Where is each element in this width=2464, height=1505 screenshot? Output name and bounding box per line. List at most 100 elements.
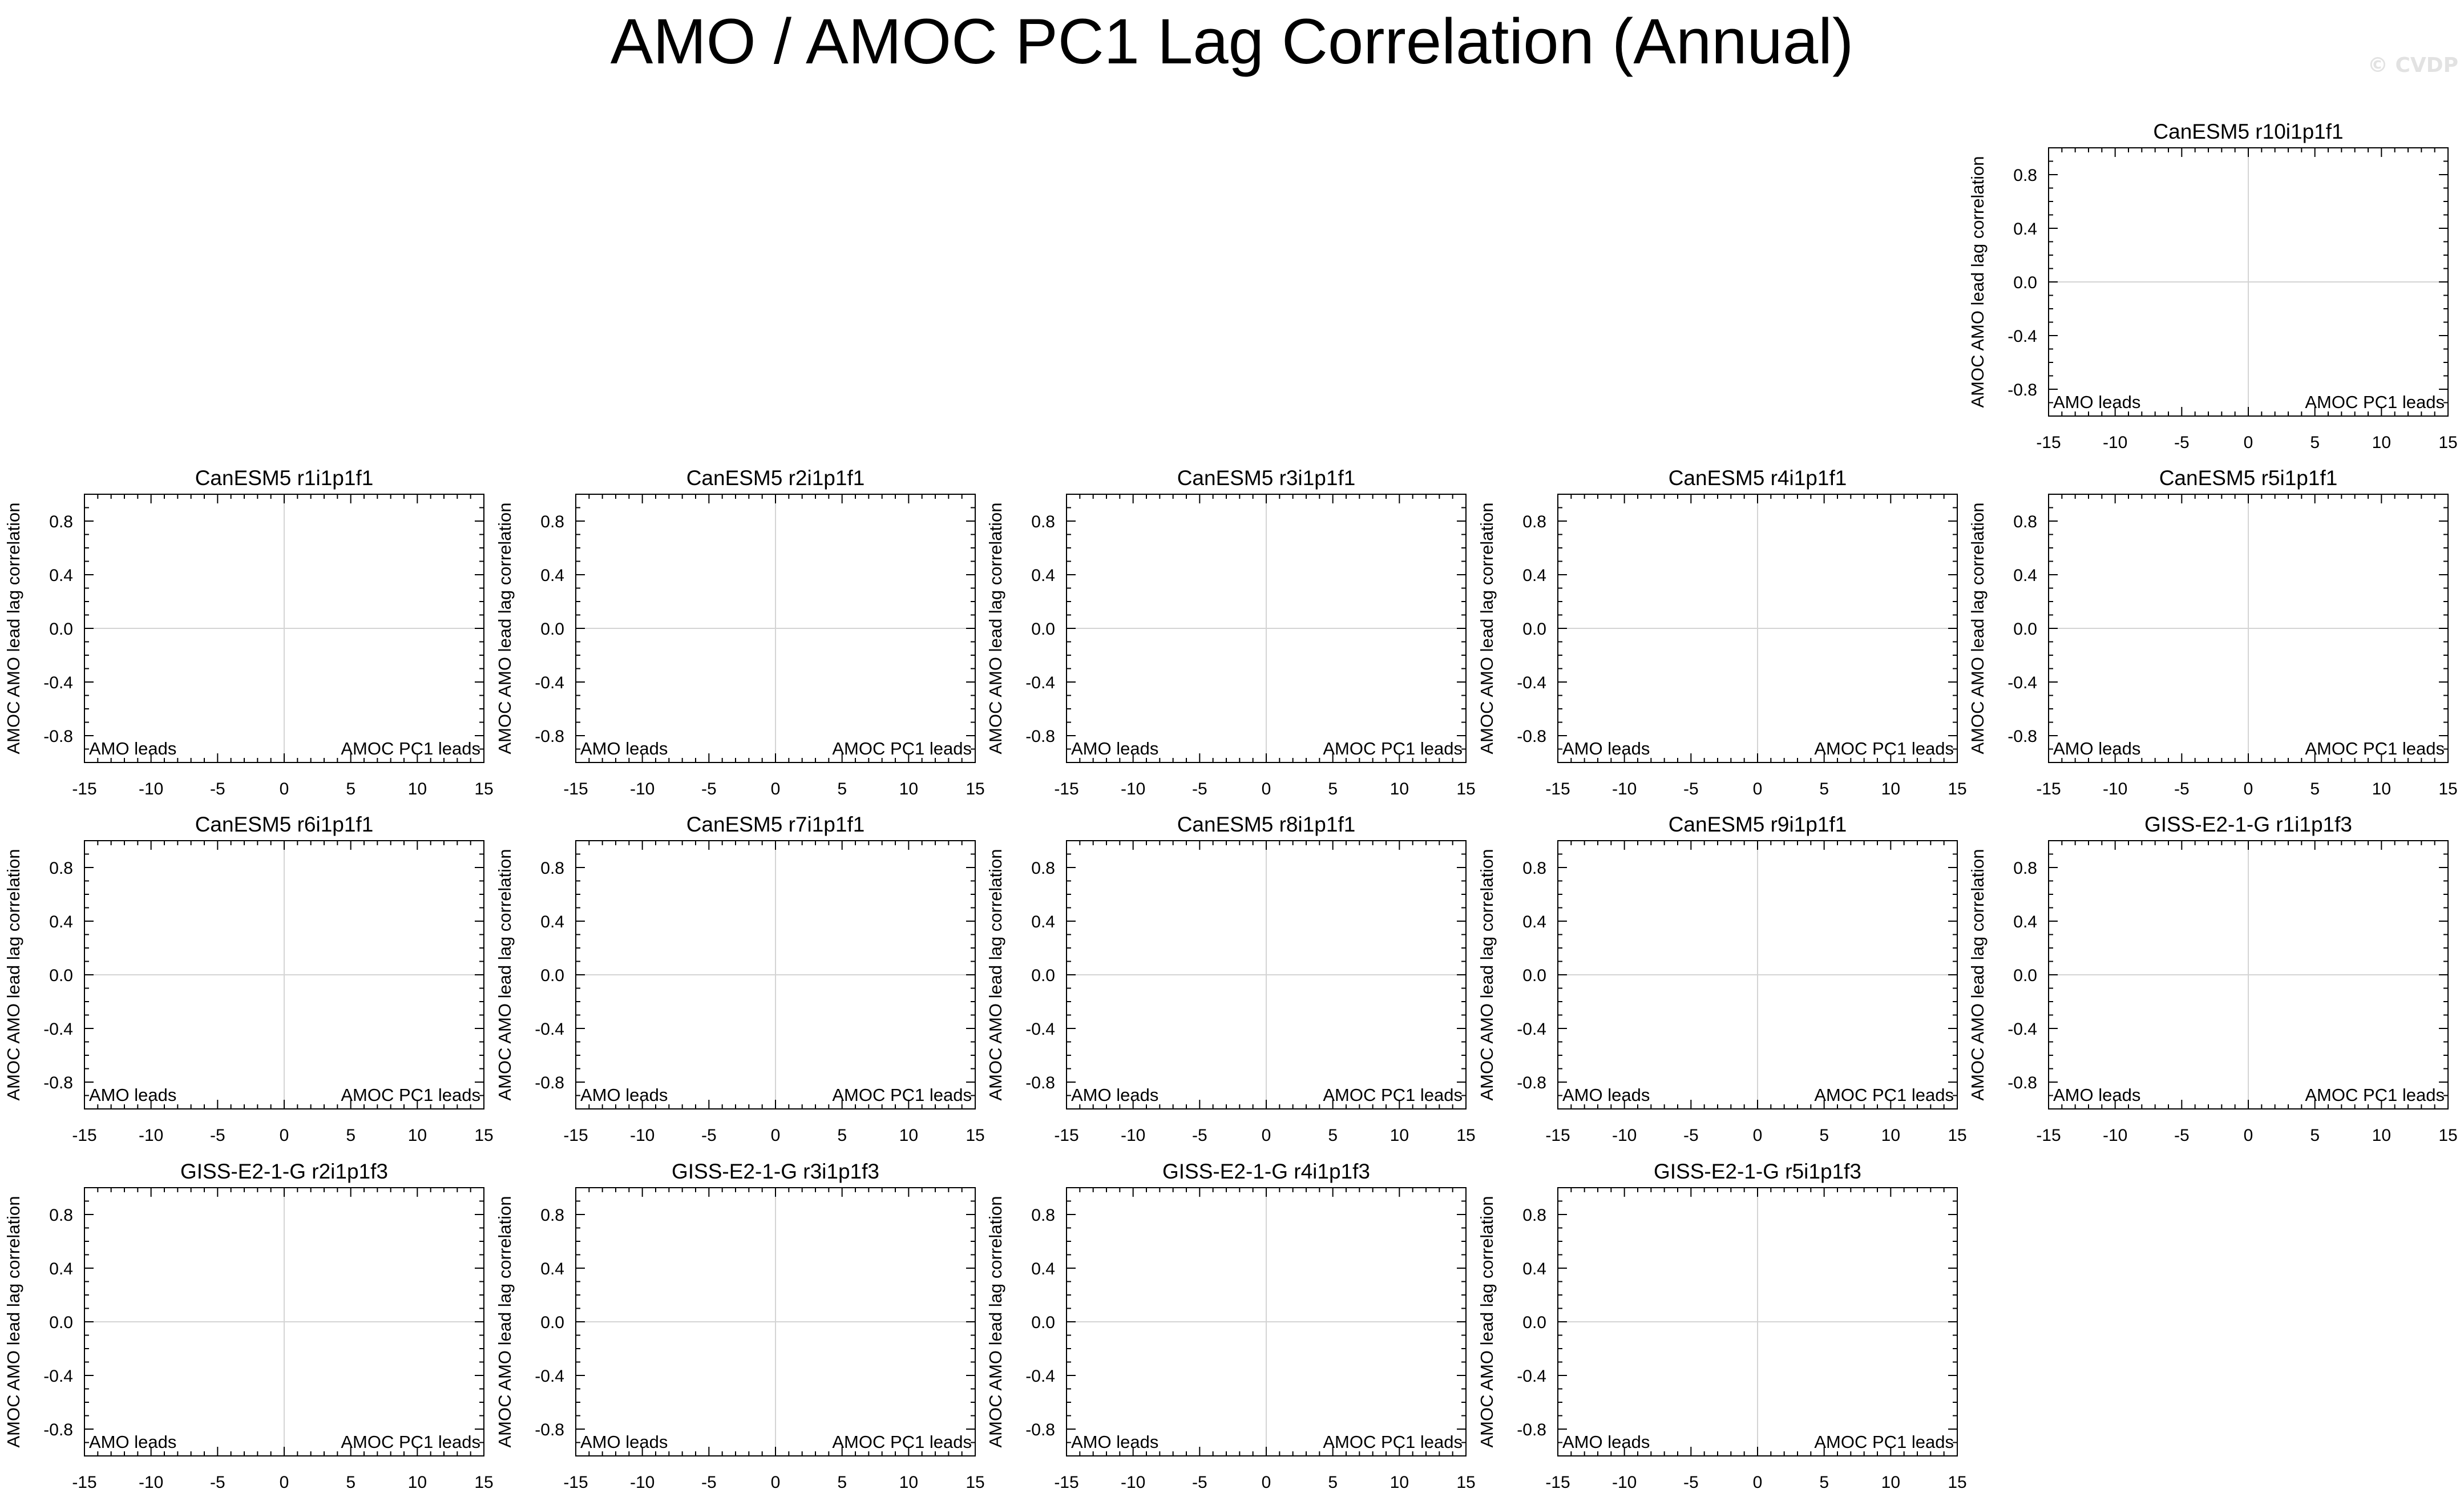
y-tick-label: -0.8 [1025, 1421, 1055, 1439]
panel-title: CanESM5 r10i1p1f1 [2153, 120, 2343, 143]
x-tick-label: 10 [899, 1126, 918, 1145]
y-tick-label: -0.4 [1025, 1020, 1055, 1039]
x-tick-label: 5 [1328, 1473, 1338, 1492]
x-tick-label: -10 [1612, 1126, 1637, 1145]
x-tick-label: -15 [1054, 1473, 1078, 1492]
y-tick-label: -0.4 [2007, 327, 2037, 346]
x-tick-label: -10 [1121, 780, 1145, 798]
x-tick-label: -5 [2174, 780, 2190, 798]
x-tick-label: 5 [1328, 1126, 1338, 1145]
x-tick-label: -15 [72, 1126, 96, 1145]
y-tick-label: 0.0 [1031, 966, 1055, 985]
amo-leads-label: AMO leads [1562, 1432, 1650, 1452]
panel-title: CanESM5 r2i1p1f1 [686, 466, 865, 490]
lag-correlation-panel: -15 -10 -5 0 5 10 15 0.8 0.4 0.0 -0.4 -0.8 CanESM5 r… [1968, 120, 2458, 452]
x-tick-label: -15 [1545, 1126, 1570, 1145]
y-tick-label: -0.4 [1517, 673, 1546, 692]
y-tick-label: -0.4 [1025, 1367, 1055, 1386]
y-tick-label: 0.4 [49, 1260, 73, 1278]
y-tick-label: -0.8 [1517, 1074, 1546, 1092]
amoc-leads-label: AMOC PC1 leads [2305, 392, 2445, 412]
x-tick-label: -10 [630, 780, 655, 798]
x-tick-label: 10 [408, 1473, 427, 1492]
lag-correlation-panel: -15 -10 -5 0 5 10 15 0.8 0.4 0.0 -0.4 -0.8 CanESM5 r… [3, 466, 494, 798]
y-axis-label: AMOC AMO lead lag correlation [495, 1196, 515, 1447]
x-tick-label: -10 [1612, 1473, 1637, 1492]
y-axis-label: AMOC AMO lead lag correlation [1968, 502, 1988, 754]
lag-correlation-panel: -15 -10 -5 0 5 10 15 0.8 0.4 0.0 -0.4 -0.8 GISS-E2-1… [1477, 1160, 1967, 1492]
x-tick-label: -10 [2103, 1126, 2127, 1145]
y-tick-label: 0.8 [1031, 859, 1055, 878]
amo-leads-label: AMO leads [580, 1085, 668, 1105]
x-tick-label: -15 [2036, 1126, 2061, 1145]
panel-title: GISS-E2-1-G r5i1p1f3 [1654, 1160, 1861, 1183]
x-tick-label: 10 [2372, 1126, 2391, 1145]
x-tick-label: 10 [1881, 1473, 1900, 1492]
amoc-leads-label: AMOC PC1 leads [832, 1085, 972, 1105]
amo-leads-label: AMO leads [89, 739, 176, 758]
x-tick-label: -10 [139, 1126, 163, 1145]
x-tick-label: 5 [346, 1473, 356, 1492]
y-axis-label: AMOC AMO lead lag correlation [1968, 156, 1988, 407]
y-tick-label: -0.4 [535, 673, 564, 692]
x-tick-label: 15 [966, 1126, 984, 1145]
x-tick-label: 0 [2244, 1126, 2253, 1145]
x-tick-label: 5 [1328, 780, 1338, 798]
amo-leads-label: AMO leads [1071, 1432, 1158, 1452]
amo-leads-label: AMO leads [2053, 1085, 2140, 1105]
x-tick-label: 0 [280, 780, 289, 798]
panel-title: CanESM5 r5i1p1f1 [2159, 466, 2338, 490]
y-tick-label: 0.0 [49, 620, 73, 639]
y-tick-label: 0.0 [1522, 1313, 1546, 1332]
panel-title: CanESM5 r8i1p1f1 [1177, 813, 1356, 836]
x-tick-label: -5 [1192, 780, 1207, 798]
y-tick-label: -0.4 [1517, 1367, 1546, 1386]
x-tick-label: 10 [1390, 780, 1409, 798]
y-tick-label: -0.4 [43, 1367, 73, 1386]
y-tick-label: -0.8 [43, 1074, 73, 1092]
x-tick-label: -15 [72, 1473, 96, 1492]
amoc-leads-label: AMOC PC1 leads [1323, 1432, 1463, 1452]
y-tick-label: 0.4 [540, 566, 564, 585]
panel-title: CanESM5 r7i1p1f1 [686, 813, 865, 836]
y-tick-label: 0.4 [1522, 566, 1546, 585]
y-tick-label: 0.8 [49, 1206, 73, 1225]
y-tick-label: 0.0 [1522, 966, 1546, 985]
x-tick-label: -15 [563, 1473, 588, 1492]
y-tick-label: 0.4 [1031, 566, 1055, 585]
x-tick-label: 0 [771, 1473, 781, 1492]
y-axis-label: AMOC AMO lead lag correlation [985, 502, 1005, 754]
lag-correlation-panel: -15 -10 -5 0 5 10 15 0.8 0.4 0.0 -0.4 -0.8 CanESM5 r… [1477, 813, 1967, 1145]
y-axis-label: AMOC AMO lead lag correlation [3, 849, 23, 1100]
y-tick-label: 0.0 [1522, 620, 1546, 639]
y-tick-label: 0.0 [1031, 1313, 1055, 1332]
x-tick-label: -15 [1545, 1473, 1570, 1492]
y-tick-label: 0.8 [1522, 1206, 1546, 1225]
y-tick-label: -0.8 [43, 1421, 73, 1439]
y-tick-label: 0.8 [2013, 513, 2037, 531]
x-tick-label: 10 [1881, 1126, 1900, 1145]
x-tick-label: -5 [1192, 1473, 1207, 1492]
panel-title: CanESM5 r3i1p1f1 [1177, 466, 1356, 490]
y-tick-label: 0.4 [1031, 1260, 1055, 1278]
amo-leads-label: AMO leads [580, 739, 668, 758]
y-axis-label: AMOC AMO lead lag correlation [1968, 849, 1988, 1100]
x-tick-label: -10 [630, 1126, 655, 1145]
y-tick-label: 0.4 [2013, 220, 2037, 239]
x-tick-label: -5 [1683, 1473, 1699, 1492]
lag-correlation-panel: -15 -10 -5 0 5 10 15 0.8 0.4 0.0 -0.4 -0.8 CanESM5 r… [3, 813, 494, 1145]
y-tick-label: 0.8 [2013, 859, 2037, 878]
x-tick-label: 10 [408, 1126, 427, 1145]
panel-title: GISS-E2-1-G r1i1p1f3 [2144, 813, 2352, 836]
y-tick-label: 0.0 [49, 1313, 73, 1332]
amo-leads-label: AMO leads [89, 1432, 176, 1452]
amo-leads-label: AMO leads [1071, 1085, 1158, 1105]
amoc-leads-label: AMOC PC1 leads [1814, 739, 1954, 758]
y-tick-label: 0.0 [49, 966, 73, 985]
x-tick-label: -15 [1545, 780, 1570, 798]
lag-correlation-panel: -15 -10 -5 0 5 10 15 0.8 0.4 0.0 -0.4 -0.8 CanESM5 r… [495, 813, 985, 1145]
y-axis-label: AMOC AMO lead lag correlation [3, 502, 23, 754]
y-tick-label: -0.4 [2007, 673, 2037, 692]
amo-leads-label: AMO leads [89, 1085, 176, 1105]
x-tick-label: -5 [2174, 433, 2190, 452]
